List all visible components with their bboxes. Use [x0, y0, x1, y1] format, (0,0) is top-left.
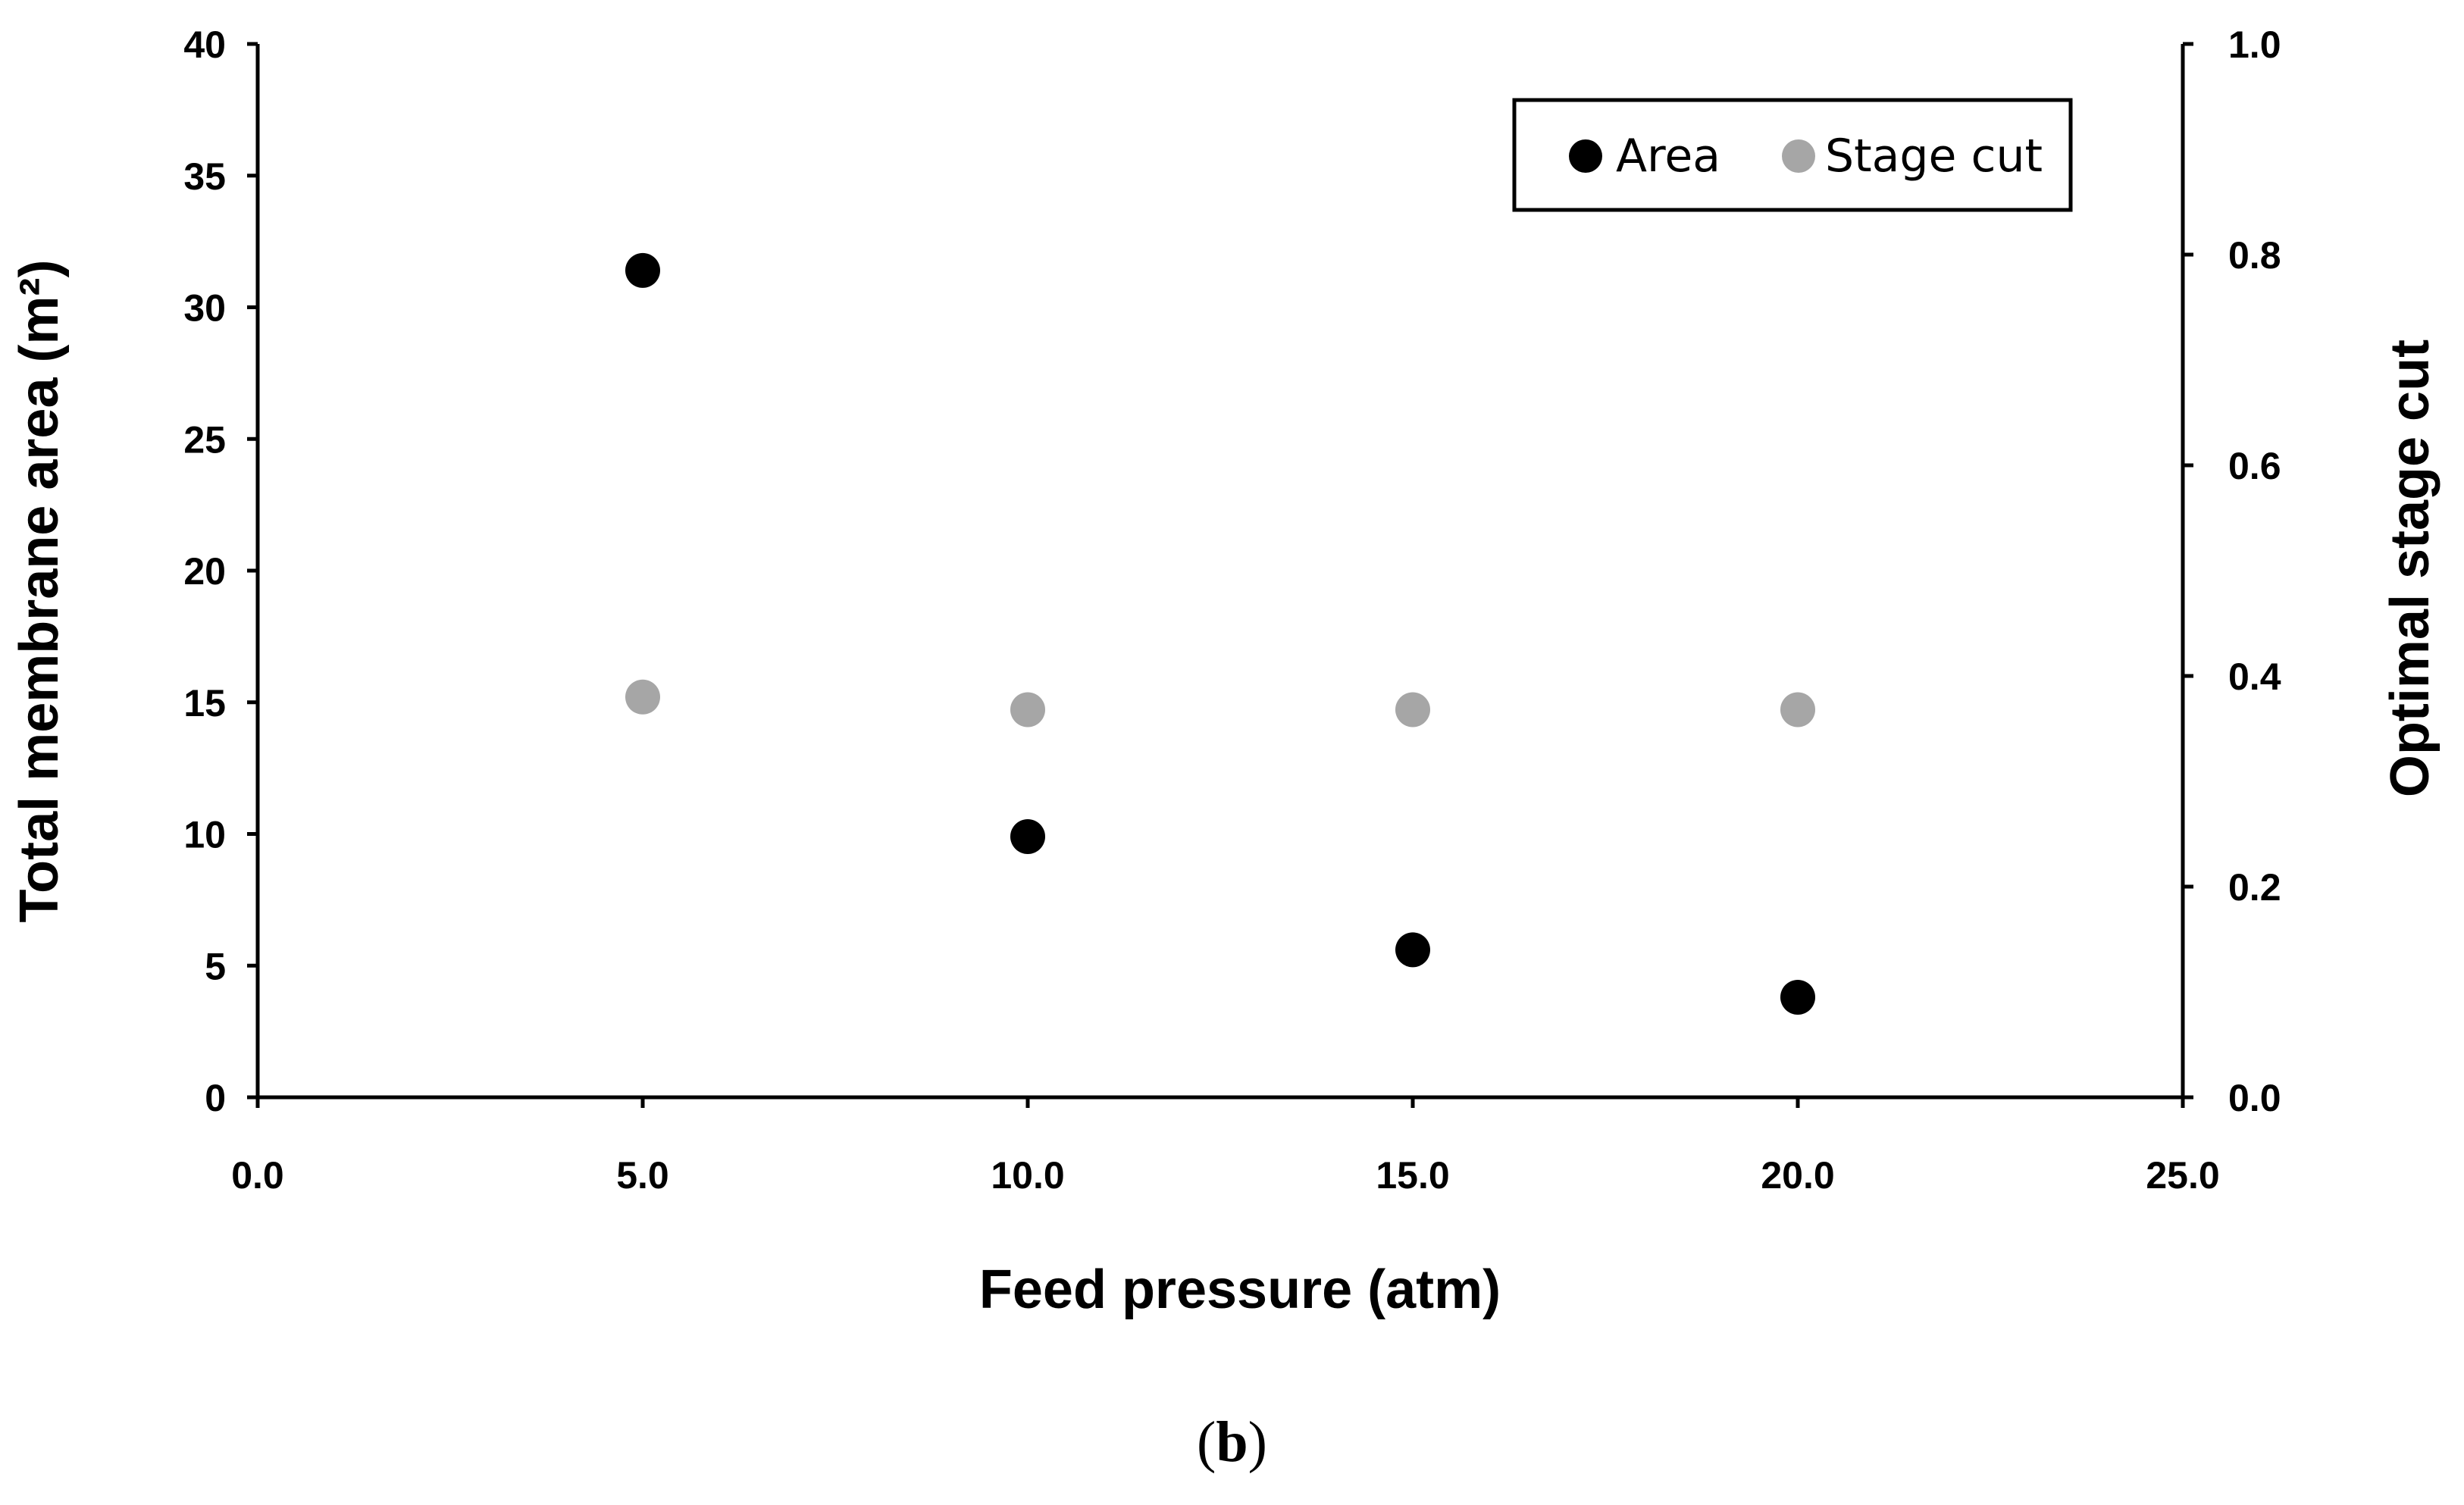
y-tick-label: 40 — [183, 23, 226, 66]
y2-tick-label: 0.2 — [2228, 866, 2281, 909]
x-tick-label: 5.0 — [616, 1154, 669, 1197]
y-axis-title: Total membrane area (m²) — [9, 260, 70, 923]
point-stage-cut — [1010, 692, 1045, 727]
y-tick-label: 10 — [183, 814, 226, 856]
caption-label: b — [1216, 1410, 1248, 1474]
point-area — [1395, 932, 1430, 968]
point-area — [625, 252, 660, 288]
legend-label-area: Area — [1616, 130, 1720, 183]
x-tick-label: 25.0 — [2146, 1154, 2219, 1197]
y2-tick-label: 0.6 — [2228, 445, 2281, 487]
y2-tick-label: 0.0 — [2228, 1077, 2281, 1119]
y-tick-label: 20 — [183, 550, 226, 593]
legend-marker-stage-cut — [1782, 139, 1815, 173]
y-tick-label: 15 — [183, 682, 226, 724]
y-tick-labels: 0 5 10 15 20 25 30 35 40 — [183, 23, 226, 1119]
y2-tick-label: 1.0 — [2228, 23, 2281, 66]
x-axis-title: Feed pressure (atm) — [979, 1259, 1501, 1320]
y2-axis-title: Optimal stage cut — [2380, 339, 2441, 797]
y2-tick-label: 0.8 — [2228, 234, 2281, 277]
point-area — [1780, 979, 1815, 1015]
x-tick-label: 10.0 — [991, 1154, 1064, 1197]
data-points — [625, 252, 1815, 1015]
x-tick-label: 0.0 — [231, 1154, 284, 1197]
x-tick-labels: 0.0 5.0 10.0 15.0 20.0 25.0 — [231, 1154, 2219, 1197]
y-tick-label: 35 — [183, 155, 226, 198]
point-stage-cut — [1780, 692, 1815, 727]
point-stage-cut — [1395, 692, 1430, 727]
legend-marker-area — [1569, 139, 1602, 173]
point-stage-cut — [625, 679, 660, 715]
y-tick-label: 30 — [183, 287, 226, 330]
figure-caption: (b) — [1197, 1410, 1267, 1474]
y2-tick-labels: 0.0 0.2 0.4 0.6 0.8 1.0 — [2228, 23, 2281, 1119]
y-tick-label: 5 — [205, 945, 226, 987]
y-tick-label: 25 — [183, 418, 226, 461]
legend-label-stage-cut: Stage cut — [1825, 130, 2043, 183]
y2-tick-label: 0.4 — [2228, 656, 2281, 698]
y-tick-label: 0 — [205, 1077, 226, 1119]
legend: Area Stage cut — [1512, 98, 2073, 212]
x-tick-label: 20.0 — [1761, 1154, 1834, 1197]
point-area — [1010, 818, 1045, 854]
axes — [247, 42, 2193, 1108]
x-tick-label: 15.0 — [1376, 1154, 1449, 1197]
